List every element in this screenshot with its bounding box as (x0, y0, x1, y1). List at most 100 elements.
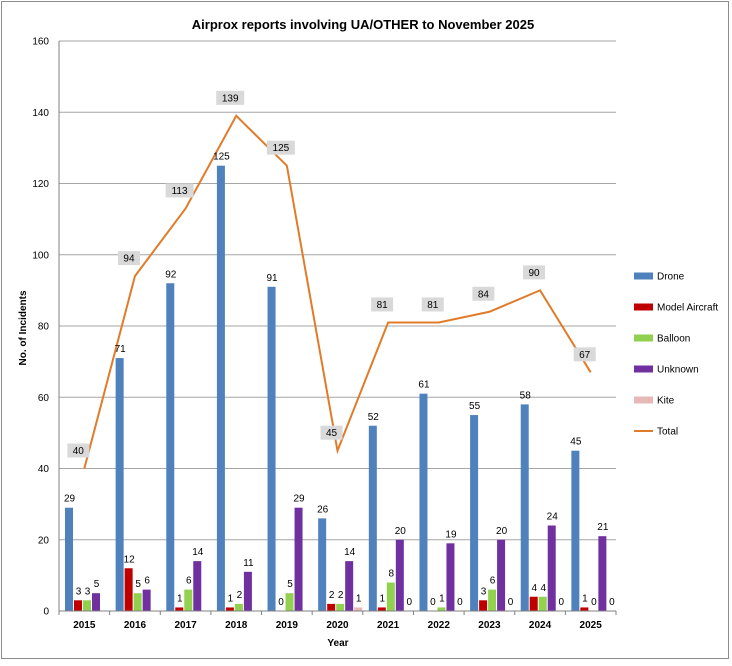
data-label-drone-2024: 58 (520, 390, 532, 401)
data-label-unknown-2019: 29 (293, 494, 305, 505)
bar-model-aircraft-2018 (225, 607, 234, 611)
y-tick-label-140: 140 (32, 108, 49, 119)
y-tick-label-40: 40 (38, 464, 50, 475)
legend-label-unknown: Unknown (657, 365, 699, 376)
x-tick-label-2024: 2024 (529, 620, 552, 631)
bar-unknown-2024 (547, 525, 556, 611)
bar-drone-2015 (65, 507, 73, 611)
data-label-drone-2015: 29 (64, 494, 76, 505)
data-label-kite-2025: 0 (609, 597, 615, 608)
bar-drone-2016 (115, 358, 124, 611)
bar-drone-2023 (470, 415, 479, 611)
data-label-balloon-2021: 8 (389, 569, 395, 580)
data-label-drone-2016: 71 (115, 344, 127, 355)
total-label-box-2016 (117, 251, 140, 266)
data-label-balloon-2019: 5 (287, 579, 293, 590)
bar-unknown-2021 (395, 539, 404, 611)
bar-unknown-2019 (294, 507, 303, 611)
total-label-box-2015 (67, 443, 90, 458)
total-label-box-2023 (472, 286, 495, 301)
data-label-balloon-2025: 0 (591, 597, 597, 608)
chart-title: Airprox reports involving UA/OTHER to No… (192, 17, 534, 32)
total-label-box-2019 (266, 140, 295, 155)
data-label-model-aircraft-2025: 1 (582, 593, 588, 604)
bar-unknown-2018 (243, 571, 252, 611)
data-label-drone-2019: 91 (266, 273, 278, 284)
y-tick-label-0: 0 (43, 607, 49, 618)
total-label-2016: 94 (123, 254, 135, 265)
legend-swatch-model-aircraft (634, 303, 653, 311)
line-total (83, 114, 592, 469)
total-label-2022: 81 (427, 300, 439, 311)
y-tick-label-80: 80 (38, 322, 50, 333)
data-label-balloon-2024: 4 (540, 583, 546, 594)
data-label-balloon-2020: 2 (338, 590, 344, 601)
y-tick-label-20: 20 (38, 535, 50, 546)
data-label-unknown-2015: 5 (94, 579, 100, 590)
bar-drone-2019 (267, 286, 276, 611)
x-tick-label-2023: 2023 (478, 620, 501, 631)
data-label-unknown-2022: 19 (445, 529, 457, 540)
data-label-drone-2025: 45 (570, 437, 582, 448)
legend-swatch-balloon (634, 334, 653, 342)
data-label-unknown-2021: 20 (395, 526, 407, 537)
total-label-box-2020 (320, 425, 343, 440)
data-label-drone-2021: 52 (368, 412, 380, 423)
bar-balloon-2018 (234, 603, 243, 611)
data-label-model-aircraft-2024: 4 (531, 583, 537, 594)
bar-unknown-2022 (446, 543, 455, 611)
bottom-strip (0, 660, 732, 666)
x-tick-label-2019: 2019 (276, 620, 299, 631)
bar-balloon-2022 (437, 607, 446, 611)
bar-model-aircraft-2016 (124, 568, 133, 611)
x-axis-title: Year (327, 638, 348, 649)
total-label-box-2025 (573, 347, 596, 362)
bar-layer (65, 165, 607, 611)
total-line-layer (83, 114, 592, 469)
bar-unknown-2016 (142, 589, 151, 611)
total-label-box-2022 (421, 297, 444, 312)
x-tick-label-2017: 2017 (174, 620, 197, 631)
x-tick-label-2016: 2016 (124, 620, 147, 631)
bar-drone-2025 (571, 450, 580, 611)
total-label-2015: 40 (73, 446, 85, 457)
bar-drone-2020 (318, 518, 327, 611)
total-label-box-2021 (371, 297, 394, 312)
total-label-2023: 84 (478, 289, 490, 300)
data-label-unknown-2016: 6 (144, 576, 150, 587)
total-label-box-2024 (523, 265, 546, 280)
data-label-model-aircraft-2015: 3 (76, 586, 82, 597)
x-tick-label-2021: 2021 (377, 620, 400, 631)
x-tick-label-2025: 2025 (580, 620, 603, 631)
bar-model-aircraft-2025 (580, 607, 589, 611)
bar-drone-2021 (368, 425, 377, 611)
data-label-balloon-2023: 6 (490, 576, 496, 587)
legend-label-model-aircraft: Model Aircraft (657, 303, 718, 314)
bar-model-aircraft-2015 (74, 600, 82, 611)
x-tick-label-2022: 2022 (428, 620, 451, 631)
data-label-kite-2024: 0 (558, 597, 564, 608)
total-label-2025: 67 (579, 350, 591, 361)
bar-unknown-2017 (193, 561, 202, 611)
data-label-balloon-2018: 2 (237, 590, 243, 601)
total-label-2018: 139 (222, 93, 239, 104)
legend-swatch-kite (634, 396, 653, 404)
bar-model-aircraft-2020 (327, 603, 336, 611)
data-label-unknown-2025: 21 (597, 522, 609, 533)
total-label-box-2018 (216, 90, 245, 105)
y-tick-label-120: 120 (32, 179, 49, 190)
bar-balloon-2023 (488, 589, 497, 611)
bar-balloon-2017 (184, 589, 193, 611)
legend-swatch-unknown (634, 365, 653, 373)
y-tick-label-100: 100 (32, 250, 49, 261)
bar-drone-2022 (419, 393, 428, 611)
bar-unknown-2015 (92, 593, 100, 611)
bar-unknown-2025 (598, 536, 607, 611)
x-tick-label-2018: 2018 (225, 620, 248, 631)
data-label-kite-2021: 0 (407, 597, 413, 608)
bar-balloon-2019 (285, 593, 294, 611)
data-label-unknown-2017: 14 (192, 547, 204, 558)
